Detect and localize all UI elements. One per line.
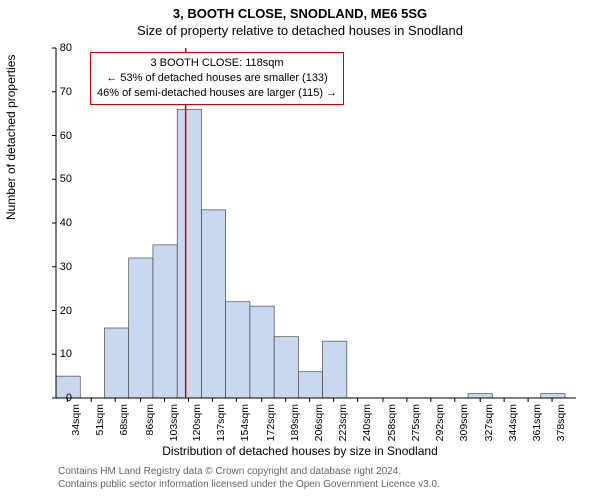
y-axis-label: Number of detached properties	[4, 55, 18, 220]
footer-line1: Contains HM Land Registry data © Crown c…	[58, 465, 440, 478]
annotation-callout: 3 BOOTH CLOSE: 118sqm ← 53% of detached …	[90, 52, 344, 105]
y-tick-label: 60	[46, 130, 72, 142]
y-tick-label: 80	[46, 42, 72, 54]
footer-line3: Contains public sector information licen…	[58, 478, 440, 491]
annotation-line1: 3 BOOTH CLOSE: 118sqm	[97, 56, 337, 71]
annotation-line2: ← 53% of detached houses are smaller (13…	[97, 71, 337, 86]
x-axis-label: Distribution of detached houses by size …	[0, 444, 600, 458]
annotation-line3: 46% of semi-detached houses are larger (…	[97, 86, 337, 101]
y-tick-label: 30	[46, 261, 72, 273]
y-tick-label: 20	[46, 305, 72, 317]
y-tick-label: 10	[46, 348, 72, 360]
footer-attribution: Contains HM Land Registry data © Crown c…	[58, 465, 440, 491]
y-tick-label: 70	[46, 86, 72, 98]
y-tick-label: 50	[46, 173, 72, 185]
y-tick-label: 40	[46, 217, 72, 229]
chart-subtitle: Size of property relative to detached ho…	[0, 21, 600, 38]
chart-container: 3, BOOTH CLOSE, SNODLAND, ME6 5SG Size o…	[0, 0, 600, 500]
chart-title: 3, BOOTH CLOSE, SNODLAND, ME6 5SG	[0, 0, 600, 21]
y-tick-label: 0	[46, 392, 72, 404]
